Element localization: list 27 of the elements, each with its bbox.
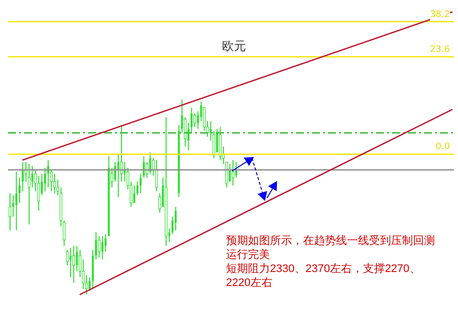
candlestick [8, 192, 12, 231]
candlestick [104, 234, 107, 252]
candlestick [76, 245, 78, 272]
candlestick [72, 245, 76, 284]
candlestick [155, 160, 158, 192]
candlestick [37, 175, 40, 212]
text: 38.2 [430, 10, 450, 20]
annotation: 0.0 [436, 142, 450, 152]
candlestick [232, 160, 234, 186]
candlestick [70, 247, 72, 278]
candlestick [22, 162, 24, 192]
annotation: 短期阻力2330、2370左右，支撑2270、2220左右 [226, 262, 422, 290]
candlestick [117, 154, 120, 198]
candlestick [174, 206, 177, 231]
candlestick [101, 236, 104, 260]
candlestick [124, 162, 126, 182]
candlestick [53, 173, 56, 194]
candlestick [12, 194, 14, 218]
candlestick [82, 259, 85, 290]
candlestick [164, 116, 168, 246]
candlestick [15, 171, 18, 231]
candlestick [28, 164, 30, 225]
annotation: 预期如图所示，在趋势线一线受到压制回测运行完美 [226, 234, 436, 262]
chart-title: 欧元 [222, 38, 246, 55]
text: 23.6 [430, 44, 450, 55]
candlestick [193, 112, 196, 128]
candlestick [98, 236, 100, 258]
